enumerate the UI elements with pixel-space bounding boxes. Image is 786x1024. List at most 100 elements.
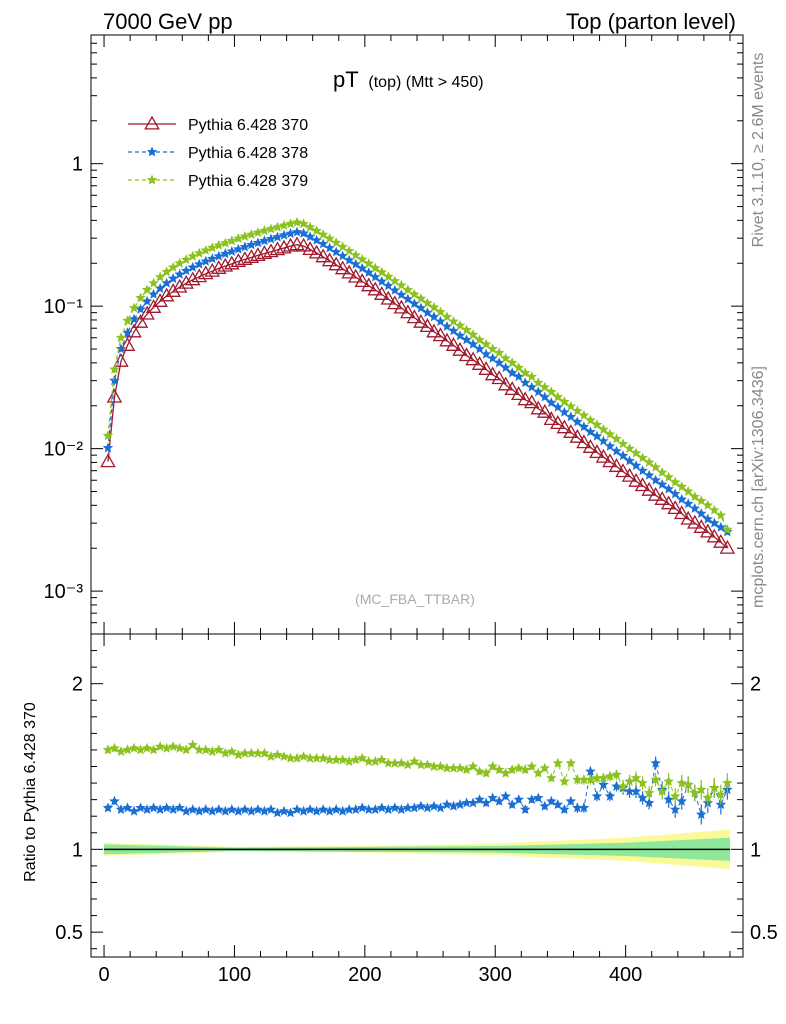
star-marker xyxy=(383,757,394,768)
star-marker xyxy=(709,782,720,793)
triangle-marker xyxy=(387,295,403,310)
star-marker xyxy=(709,517,720,528)
triangle-marker xyxy=(647,486,664,501)
star-marker xyxy=(467,797,479,808)
star-marker xyxy=(207,746,218,757)
star-marker xyxy=(422,802,433,813)
triangle-marker xyxy=(178,274,194,289)
star-marker xyxy=(415,302,427,313)
triangle-marker xyxy=(530,400,547,415)
star-marker xyxy=(252,804,264,814)
star-marker xyxy=(337,754,348,765)
star-marker xyxy=(161,266,172,277)
triangle-marker xyxy=(380,290,397,305)
star-marker xyxy=(317,229,329,239)
triangle-marker xyxy=(660,495,677,510)
triangle-marker xyxy=(458,347,475,362)
triangle-marker xyxy=(556,419,573,434)
star-marker xyxy=(122,744,133,755)
star-marker xyxy=(376,266,387,277)
triangle-marker xyxy=(197,265,214,280)
triangle-marker xyxy=(334,260,351,275)
star-marker xyxy=(167,273,179,284)
star-marker xyxy=(207,253,218,264)
star-marker xyxy=(272,749,283,760)
star-marker xyxy=(722,524,733,535)
star-marker xyxy=(317,752,329,763)
star-marker xyxy=(500,767,511,778)
star-marker xyxy=(650,474,661,485)
star-marker xyxy=(146,174,158,185)
star-marker xyxy=(213,239,224,250)
star-marker xyxy=(507,367,518,378)
star-marker xyxy=(637,465,648,476)
star-marker xyxy=(330,754,342,765)
series-line xyxy=(107,221,728,530)
star-marker xyxy=(161,802,172,813)
star-marker xyxy=(291,804,303,814)
y-tick-label: 10⁻³ xyxy=(44,581,84,603)
triangle-marker xyxy=(569,428,586,443)
triangle-marker xyxy=(536,403,553,418)
star-marker xyxy=(598,772,609,783)
star-marker xyxy=(233,805,244,816)
star-marker xyxy=(480,348,492,359)
star-marker xyxy=(109,795,120,806)
triangle-marker xyxy=(367,281,384,296)
star-marker xyxy=(357,262,368,273)
triangle-marker xyxy=(706,528,723,543)
triangle-marker xyxy=(680,510,697,525)
ratio-frame xyxy=(90,633,744,958)
star-marker xyxy=(441,799,453,810)
star-marker xyxy=(396,279,407,290)
star-marker xyxy=(376,802,387,813)
triangle-marker xyxy=(523,394,540,409)
star-marker xyxy=(454,799,466,810)
triangle-marker xyxy=(517,391,534,406)
star-marker xyxy=(513,371,524,382)
triangle-marker xyxy=(589,444,605,459)
star-marker xyxy=(187,261,198,272)
star-marker xyxy=(135,292,146,303)
ratio-y-tick-label: 2 xyxy=(72,674,83,696)
star-marker xyxy=(546,397,557,408)
star-marker xyxy=(513,794,524,805)
triangle-marker xyxy=(504,381,520,396)
triangle-marker xyxy=(582,439,599,453)
star-marker xyxy=(415,800,427,811)
star-marker xyxy=(696,809,707,819)
star-marker xyxy=(233,243,244,254)
star-marker xyxy=(559,804,570,814)
star-marker xyxy=(167,741,179,752)
star-marker xyxy=(194,247,205,258)
star-marker xyxy=(311,752,322,763)
triangle-marker xyxy=(465,351,481,366)
star-marker xyxy=(122,315,133,326)
star-marker xyxy=(220,237,231,248)
star-marker xyxy=(611,769,622,780)
star-marker xyxy=(604,428,616,439)
star-marker xyxy=(317,804,329,814)
series-line xyxy=(107,231,728,533)
star-marker xyxy=(128,302,140,313)
star-marker xyxy=(539,762,550,773)
ratio-y-tick-label-right: 2 xyxy=(750,674,761,696)
star-marker xyxy=(428,311,440,322)
star-marker xyxy=(207,242,218,253)
star-marker xyxy=(148,802,159,813)
star-marker xyxy=(650,461,661,472)
triangle-marker xyxy=(347,268,364,283)
star-marker xyxy=(454,320,466,331)
triangle-marker xyxy=(237,251,253,265)
star-marker xyxy=(663,471,674,482)
star-marker xyxy=(317,238,329,249)
star-marker xyxy=(598,424,609,435)
star-marker xyxy=(643,469,655,480)
star-marker xyxy=(128,313,140,324)
star-marker xyxy=(630,785,642,796)
star-marker xyxy=(324,805,335,816)
rivet-label: Rivet 3.1.10, ≥ 2.6M events xyxy=(750,53,767,248)
star-marker xyxy=(115,746,127,757)
triangle-marker xyxy=(471,356,488,370)
star-marker xyxy=(559,775,570,786)
